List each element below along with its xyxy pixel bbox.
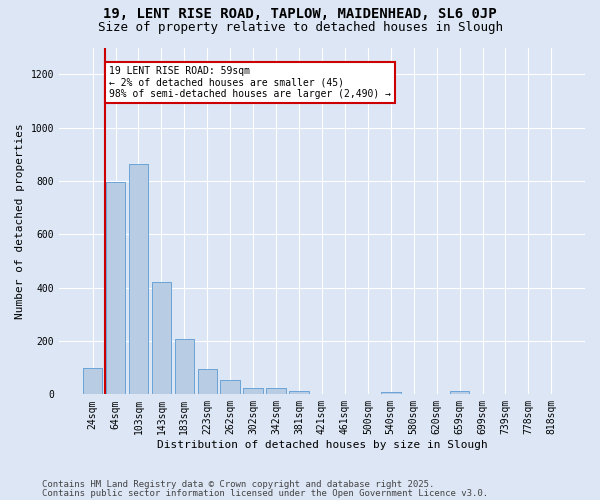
Bar <box>175 339 194 394</box>
Y-axis label: Number of detached properties: Number of detached properties <box>15 123 25 319</box>
Text: 19, LENT RISE ROAD, TAPLOW, MAIDENHEAD, SL6 0JP: 19, LENT RISE ROAD, TAPLOW, MAIDENHEAD, … <box>103 8 497 22</box>
Bar <box>244 388 263 394</box>
Bar <box>381 392 401 394</box>
Bar <box>83 368 103 394</box>
Text: 19 LENT RISE ROAD: 59sqm
← 2% of detached houses are smaller (45)
98% of semi-de: 19 LENT RISE ROAD: 59sqm ← 2% of detache… <box>109 66 391 100</box>
Text: Contains HM Land Registry data © Crown copyright and database right 2025.: Contains HM Land Registry data © Crown c… <box>42 480 434 489</box>
Bar <box>152 282 171 395</box>
X-axis label: Distribution of detached houses by size in Slough: Distribution of detached houses by size … <box>157 440 487 450</box>
Bar <box>197 369 217 394</box>
Text: Contains public sector information licensed under the Open Government Licence v3: Contains public sector information licen… <box>42 489 488 498</box>
Text: Size of property relative to detached houses in Slough: Size of property relative to detached ho… <box>97 21 503 34</box>
Bar <box>220 380 240 394</box>
Bar <box>129 164 148 394</box>
Bar <box>106 182 125 394</box>
Bar <box>289 391 309 394</box>
Bar <box>450 391 469 394</box>
Bar <box>266 388 286 394</box>
